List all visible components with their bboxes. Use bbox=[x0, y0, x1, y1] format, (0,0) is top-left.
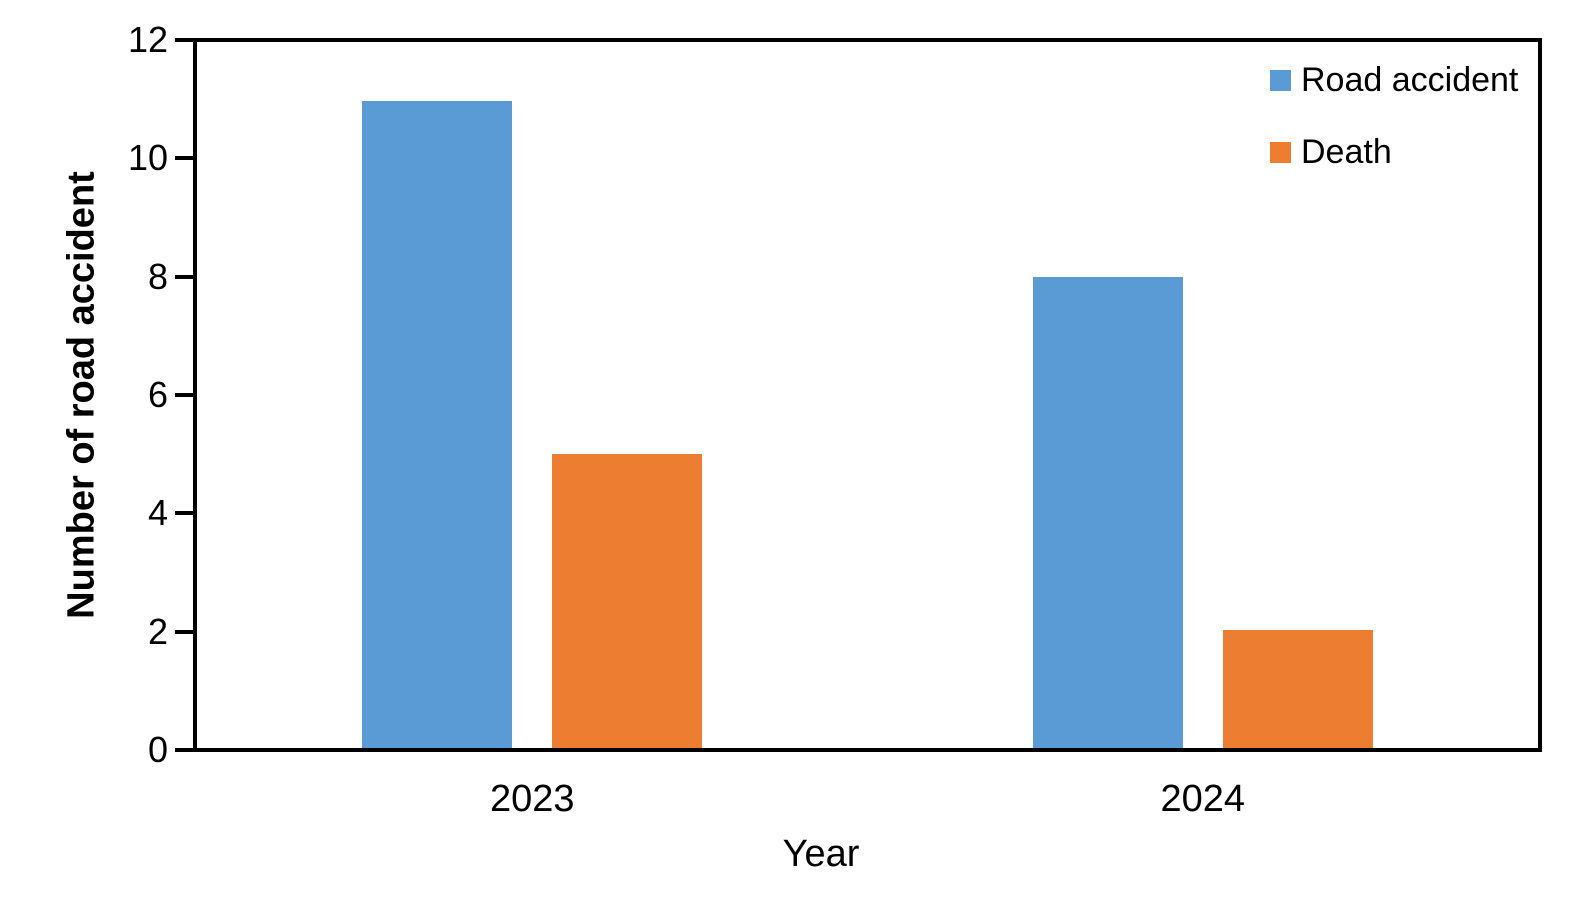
legend: Road accident Death bbox=[1270, 57, 1518, 176]
y-axis-tick-8 bbox=[175, 274, 193, 279]
y-axis-tick-label-6: 6 bbox=[147, 374, 168, 415]
bar-road-accident-2023 bbox=[362, 100, 513, 748]
legend-label-road-accident: Road accident bbox=[1301, 61, 1519, 99]
y-axis-tick-10 bbox=[175, 156, 193, 161]
plot-area bbox=[193, 38, 1542, 752]
legend-item-death: Death bbox=[1270, 129, 1518, 176]
y-axis-tick-label-0: 0 bbox=[147, 729, 168, 770]
y-axis-tick-label-2: 2 bbox=[147, 610, 168, 652]
x-axis-category-label-2024: 2024 bbox=[1160, 778, 1246, 820]
x-axis-title: Year bbox=[782, 833, 860, 875]
y-axis-tick-label-10: 10 bbox=[127, 137, 168, 179]
legend-swatch-icon-death bbox=[1270, 142, 1291, 163]
y-axis-tick-4 bbox=[175, 511, 193, 516]
bar-death-2024 bbox=[1222, 630, 1373, 748]
legend-label-death: Death bbox=[1301, 133, 1392, 171]
y-axis-tick-label-12: 12 bbox=[127, 19, 168, 60]
legend-swatch-icon-road-accident bbox=[1270, 70, 1291, 91]
legend-item-road-accident: Road accident bbox=[1270, 57, 1518, 104]
x-axis-category-label-2023: 2023 bbox=[489, 778, 575, 820]
y-axis-tick-2 bbox=[175, 629, 193, 634]
bar-death-2023 bbox=[552, 453, 703, 748]
y-axis-tick-label-4: 4 bbox=[147, 492, 168, 534]
y-axis-tick-12 bbox=[175, 38, 193, 42]
y-axis-tick-label-8: 8 bbox=[147, 255, 168, 297]
y-axis-tick-6 bbox=[175, 393, 193, 397]
bar-road-accident-2024 bbox=[1032, 277, 1183, 748]
y-axis-tick-0 bbox=[175, 748, 193, 752]
